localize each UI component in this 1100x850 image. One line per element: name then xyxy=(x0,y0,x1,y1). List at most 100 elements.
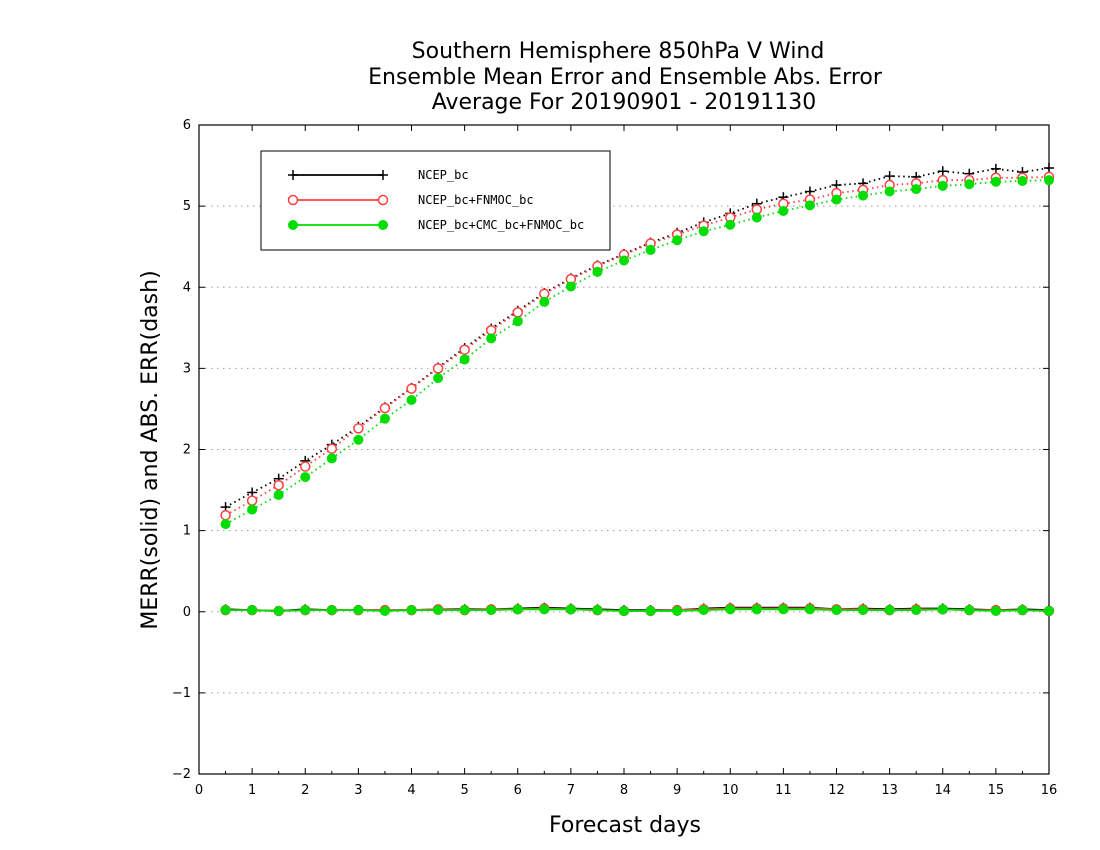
x-tick-label-7: 7 xyxy=(567,783,575,798)
series-2-mean-err-point-21 xyxy=(778,604,789,615)
series-2-mean-err-point-19 xyxy=(725,604,736,615)
series-0-abs-err-point-27 xyxy=(937,166,948,177)
legend-label-0: NCEP_bc xyxy=(418,168,469,182)
legend-marker-left-1 xyxy=(287,194,299,206)
series-2-abs-err-point-1 xyxy=(247,504,258,515)
series-2-abs-err-point-9 xyxy=(459,354,470,365)
chart-title-line-1: Southern Hemisphere 850hPa V Wind xyxy=(412,39,825,64)
series-2-mean-err-point-23 xyxy=(831,605,842,616)
legend-label-2: NCEP_bc+CMC_bc+FNMOC_bc xyxy=(418,218,584,232)
series-2-mean-err-point-28 xyxy=(964,605,975,616)
series-2-abs-err-point-15 xyxy=(619,255,629,266)
series-2-mean-err-point-20 xyxy=(751,604,762,615)
series-2-mean-err-point-8 xyxy=(433,605,444,616)
series-2-mean-err-point-5 xyxy=(353,605,364,616)
series-2-mean-err-point-3 xyxy=(300,605,311,616)
series-1-abs-err-point-0 xyxy=(220,509,231,521)
series-2-mean-err-point-2 xyxy=(273,605,284,616)
series-1-abs-err-point-9 xyxy=(459,344,470,355)
legend-item-0: NCEP_bc xyxy=(288,168,469,182)
series-2-mean-err-point-7 xyxy=(406,605,417,616)
series-2-abs-err-point-20 xyxy=(751,212,762,223)
x-tick-label-13: 13 xyxy=(881,783,898,798)
series-1-abs-err-point-3 xyxy=(300,461,311,472)
x-tick-label-14: 14 xyxy=(934,783,951,798)
series-2-mean-err-point-17 xyxy=(672,605,683,616)
series-1-abs-err-point-4 xyxy=(326,443,338,454)
series-2-abs-err-point-16 xyxy=(645,244,656,255)
chart-title-line-3: Average For 20190901 - 20191130 xyxy=(432,90,817,115)
series-2-abs-err-point-18 xyxy=(698,226,709,237)
series-2-mean-err-point-27 xyxy=(937,604,948,615)
series-2-mean-err-point-15 xyxy=(619,605,629,616)
series-2-abs-err-point-17 xyxy=(672,235,683,246)
series-0-abs-err-point-29 xyxy=(990,163,1001,174)
series-2-abs-err-point-29 xyxy=(990,176,1001,187)
series-1-abs-err-point-6 xyxy=(379,402,391,414)
series-2-abs-err-point-7 xyxy=(406,395,417,406)
series-1-abs-err-point-1 xyxy=(246,495,258,506)
legend-item-2: NCEP_bc+CMC_bc+FNMOC_bc xyxy=(288,218,584,232)
x-tick-label-6: 6 xyxy=(514,783,522,798)
series-2-abs-err-point-31 xyxy=(1044,175,1054,186)
series-2-mean-err-point-26 xyxy=(911,605,922,616)
series-2-abs-err-point-24 xyxy=(858,190,869,201)
series-2-mean-err-point-13 xyxy=(565,604,576,615)
x-axis-ticks: 0 1 2 3 4 5 6 7 8 9 10 11 12 13 14 15 16 xyxy=(195,125,1057,798)
y-tick-label-0: −2 xyxy=(172,767,191,782)
x-tick-label-0: 0 xyxy=(195,783,203,798)
series-2-abs-err-point-8 xyxy=(433,373,444,384)
chart-title: Southern Hemisphere 850hPa V Wind Ensemb… xyxy=(368,39,883,115)
chart-title-line-2: Ensemble Mean Error and Ensemble Abs. Er… xyxy=(368,65,883,90)
y-axis-ticks: −2 −1 0 1 2 3 4 5 6 xyxy=(172,118,1049,782)
series-2-mean-err-point-14 xyxy=(592,605,603,616)
legend-marker-left-2 xyxy=(288,220,298,230)
series-2-abs-err-point-30 xyxy=(1017,175,1028,186)
series-2-mean-err-point-16 xyxy=(645,605,656,616)
y-tick-label-3: 1 xyxy=(183,524,191,539)
series-2-mean-err-point-22 xyxy=(804,604,815,615)
series-2-abs-err-point-28 xyxy=(964,179,975,190)
legend-marker-left-0 xyxy=(288,170,298,180)
series-2-abs-err-point-23 xyxy=(831,194,842,205)
series-2-mean-err-point-1 xyxy=(247,605,258,616)
series-2-abs-err-point-6 xyxy=(379,413,390,424)
x-axis-label: Forecast days xyxy=(549,813,701,838)
series-2-abs-err-point-27 xyxy=(937,180,948,191)
series-2-abs-err-point-4 xyxy=(326,453,337,464)
series-1-abs-err-point-11 xyxy=(512,307,523,318)
series-2-mean-err-point-30 xyxy=(1017,605,1028,616)
legend-label-1: NCEP_bc+FNMOC_bc xyxy=(418,193,534,207)
x-tick-label-9: 9 xyxy=(673,783,681,798)
series-2-mean-err-point-11 xyxy=(512,604,523,615)
series-2-abs-err-point-22 xyxy=(804,200,815,211)
x-tick-label-3: 3 xyxy=(354,783,362,798)
series-2-abs-err-point-11 xyxy=(512,316,523,327)
series-2-mean-err-point-18 xyxy=(698,605,709,616)
series-2-abs-err-point-13 xyxy=(565,281,576,292)
series-2-mean-err-point-29 xyxy=(990,605,1001,616)
series-2-abs-err-point-19 xyxy=(725,219,736,230)
series-2-mean-err-point-12 xyxy=(539,604,550,615)
series-2-mean-err-point-10 xyxy=(486,605,497,616)
series-2-mean-err-point-9 xyxy=(459,605,470,616)
x-tick-label-11: 11 xyxy=(775,783,792,798)
series-2-abs-err-point-21 xyxy=(778,205,789,216)
legend-item-1: NCEP_bc+FNMOC_bc xyxy=(287,193,534,207)
series-2-abs-err-point-5 xyxy=(353,434,364,445)
series-1-abs-err-point-7 xyxy=(406,383,417,394)
series-2-mean-err-point-25 xyxy=(884,605,895,616)
x-tick-label-8: 8 xyxy=(620,783,628,798)
series-2 xyxy=(220,175,1054,616)
x-tick-label-1: 1 xyxy=(248,783,256,798)
series-2-mean-err-point-4 xyxy=(326,605,337,616)
y-tick-label-5: 3 xyxy=(183,361,191,376)
series-1-abs-err-point-2 xyxy=(273,479,284,491)
series-2-mean-err-point-24 xyxy=(858,605,869,616)
y-tick-label-7: 5 xyxy=(183,199,191,214)
y-tick-label-2: 0 xyxy=(183,605,191,620)
y-axis-label: MERR(solid) and ABS. ERR(dash) xyxy=(138,270,163,629)
series-2-abs-err-point-10 xyxy=(486,333,497,344)
series-0-abs-err-point-25 xyxy=(884,171,895,182)
